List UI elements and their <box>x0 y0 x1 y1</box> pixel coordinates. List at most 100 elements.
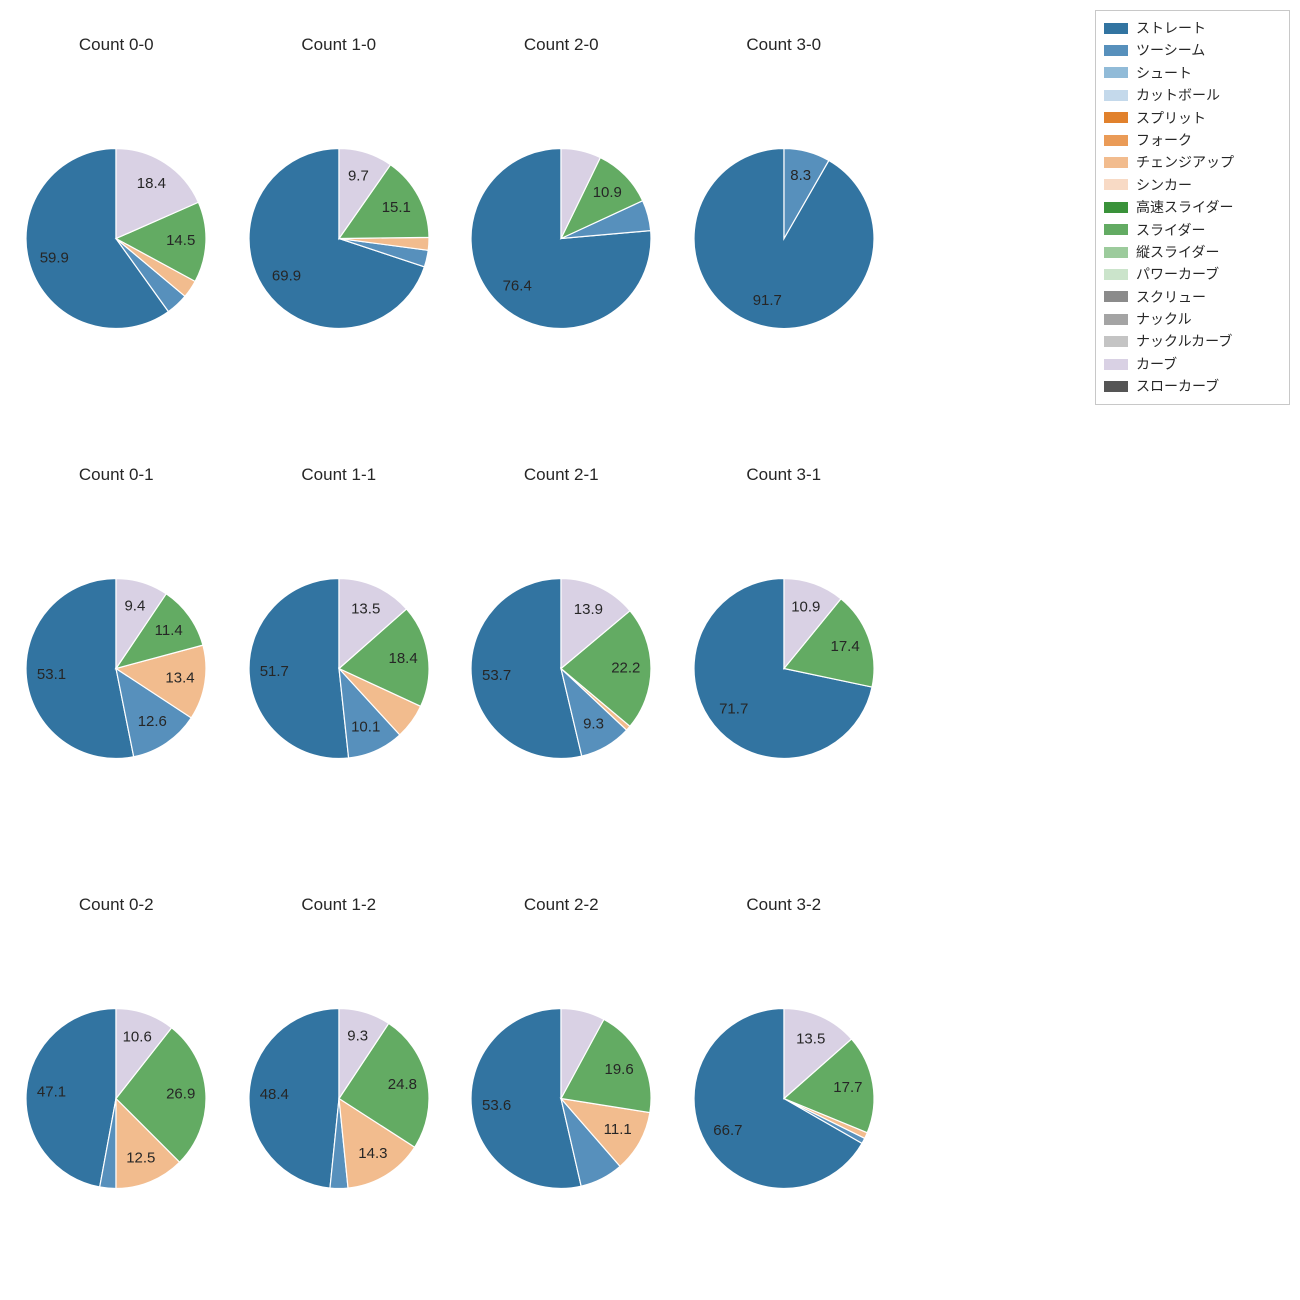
pie-slice-label: 71.7 <box>719 700 748 717</box>
pie-slice-label: 76.4 <box>503 277 532 294</box>
pie-slice-label: 69.9 <box>272 267 301 284</box>
chart-cell: Count 2-1 53.7 9.3 22.2 13.9 <box>455 440 668 860</box>
legend-label: ナックル <box>1136 308 1192 330</box>
chart-title: Count 0-1 <box>10 465 223 485</box>
pie-slice-label: 17.4 <box>830 638 859 655</box>
pie-grid: Count 0-059.914.518.4Count 1-069.915.19.… <box>10 10 890 1290</box>
pie-slice-label: 14.5 <box>166 232 195 249</box>
pie-slice-label: 18.4 <box>137 175 166 192</box>
pie-slice-label: 9.4 <box>125 597 146 614</box>
chart-cell: Count 0-2 47.1 12.5 26.9 10.6 <box>10 870 223 1290</box>
pie-slice-label: 51.7 <box>259 663 288 680</box>
pie-chart: 66.7 17.7 13.5 <box>649 964 919 1234</box>
legend-row: シュート <box>1104 62 1281 84</box>
legend-swatch <box>1104 157 1128 168</box>
legend-row: スクリュー <box>1104 286 1281 308</box>
pie-slice-label: 17.7 <box>833 1079 862 1096</box>
legend-label: カーブ <box>1136 353 1177 375</box>
pie-slice-label: 12.5 <box>126 1149 155 1166</box>
chart-cell: Count 3-2 66.7 17.7 13.5 <box>678 870 891 1290</box>
legend-row: ストレート <box>1104 17 1281 39</box>
chart-cell: Count 1-248.414.324.89.3 <box>233 870 446 1290</box>
pie-slice-label: 11.1 <box>604 1121 632 1138</box>
legend: ストレートツーシームシュートカットボールスプリットフォークチェンジアップシンカー… <box>1095 10 1290 405</box>
pie-holder: 66.7 17.7 13.5 <box>649 964 919 1239</box>
legend-row: 縦スライダー <box>1104 241 1281 263</box>
legend-row: フォーク <box>1104 129 1281 151</box>
legend-swatch <box>1104 291 1128 302</box>
pie-slice-label: 12.6 <box>138 713 167 730</box>
legend-label: シンカー <box>1136 174 1192 196</box>
legend-label: スローカーブ <box>1136 375 1219 397</box>
chart-title: Count 1-1 <box>233 465 446 485</box>
pie-slice-label: 13.5 <box>351 600 380 617</box>
pie-slice-label: 15.1 <box>381 199 410 216</box>
chart-title: Count 2-1 <box>455 465 668 485</box>
pie-slice-label: 59.9 <box>40 249 69 266</box>
legend-swatch <box>1104 202 1128 213</box>
chart-title: Count 1-2 <box>233 895 446 915</box>
chart-cell: Count 0-0 59.9 14.5 18.4 <box>10 10 223 430</box>
chart-cell: Count 0-153.112.613.411.49.4 <box>10 440 223 860</box>
pie-slice-label: 22.2 <box>611 659 640 676</box>
pie-slice-label: 9.3 <box>583 716 604 733</box>
legend-row: シンカー <box>1104 174 1281 196</box>
pie-holder: 71.717.410.9 <box>649 534 919 809</box>
pie-slice-label: 66.7 <box>713 1122 742 1139</box>
legend-swatch <box>1104 45 1128 56</box>
legend-label: スライダー <box>1136 219 1205 241</box>
legend-label: カットボール <box>1136 84 1220 106</box>
pie-chart: 91.7 8.3 <box>649 104 919 374</box>
chart-title: Count 2-2 <box>455 895 668 915</box>
chart-title: Count 0-0 <box>10 35 223 55</box>
legend-label: シュート <box>1136 62 1192 84</box>
legend-label: ツーシーム <box>1136 39 1205 61</box>
legend-label: 高速スライダー <box>1136 196 1233 218</box>
chart-cell: Count 1-069.915.19.7 <box>233 10 446 430</box>
legend-label: パワーカーブ <box>1136 263 1219 285</box>
pie-slice-label: 8.3 <box>790 167 811 184</box>
pie-slice-label: 14.3 <box>358 1145 387 1162</box>
legend-row: スローカーブ <box>1104 375 1281 397</box>
legend-swatch <box>1104 224 1128 235</box>
pie-slice-label: 47.1 <box>37 1084 66 1101</box>
chart-cell: Count 3-171.717.410.9 <box>678 440 891 860</box>
legend-row: ナックル <box>1104 308 1281 330</box>
pie-slice-label: 26.9 <box>166 1086 195 1103</box>
legend-row: チェンジアップ <box>1104 151 1281 173</box>
chart-cell: Count 2-076.410.9 <box>455 10 668 430</box>
pie-slice-label: 91.7 <box>752 292 781 309</box>
pie-slice-label: 13.9 <box>574 601 603 618</box>
pie-slice-label: 19.6 <box>605 1061 634 1078</box>
pie-slice-label: 13.4 <box>166 670 195 687</box>
legend-swatch <box>1104 359 1128 370</box>
legend-row: カットボール <box>1104 84 1281 106</box>
legend-swatch <box>1104 269 1128 280</box>
legend-label: スクリュー <box>1136 286 1206 308</box>
legend-swatch <box>1104 135 1128 146</box>
legend-swatch <box>1104 90 1128 101</box>
chart-cell: Count 1-151.710.118.413.5 <box>233 440 446 860</box>
chart-title: Count 3-2 <box>678 895 891 915</box>
legend-row: ナックルカーブ <box>1104 330 1281 352</box>
pie-slice-label: 9.3 <box>347 1027 368 1044</box>
legend-swatch <box>1104 247 1128 258</box>
chart-cell: Count 3-091.78.3 <box>678 10 891 430</box>
legend-swatch <box>1104 67 1128 78</box>
pie-slice-label: 10.1 <box>351 719 380 736</box>
pie-slice-label: 10.6 <box>123 1028 152 1045</box>
legend-swatch <box>1104 23 1128 34</box>
pie-slice-label: 11.4 <box>155 622 183 639</box>
chart-title: Count 0-2 <box>10 895 223 915</box>
legend-row: スプリット <box>1104 107 1281 129</box>
legend-row: 高速スライダー <box>1104 196 1281 218</box>
pie-slice-label: 13.5 <box>796 1030 825 1047</box>
legend-swatch <box>1104 336 1128 347</box>
legend-swatch <box>1104 314 1128 325</box>
pie-slice-label: 53.7 <box>482 667 511 684</box>
pie-slice-label: 10.9 <box>593 184 622 201</box>
legend-row: カーブ <box>1104 353 1281 375</box>
pie-chart: 71.717.410.9 <box>649 534 919 804</box>
pie-holder: 91.7 8.3 <box>649 104 919 379</box>
pie-slice-label: 9.7 <box>348 168 369 185</box>
